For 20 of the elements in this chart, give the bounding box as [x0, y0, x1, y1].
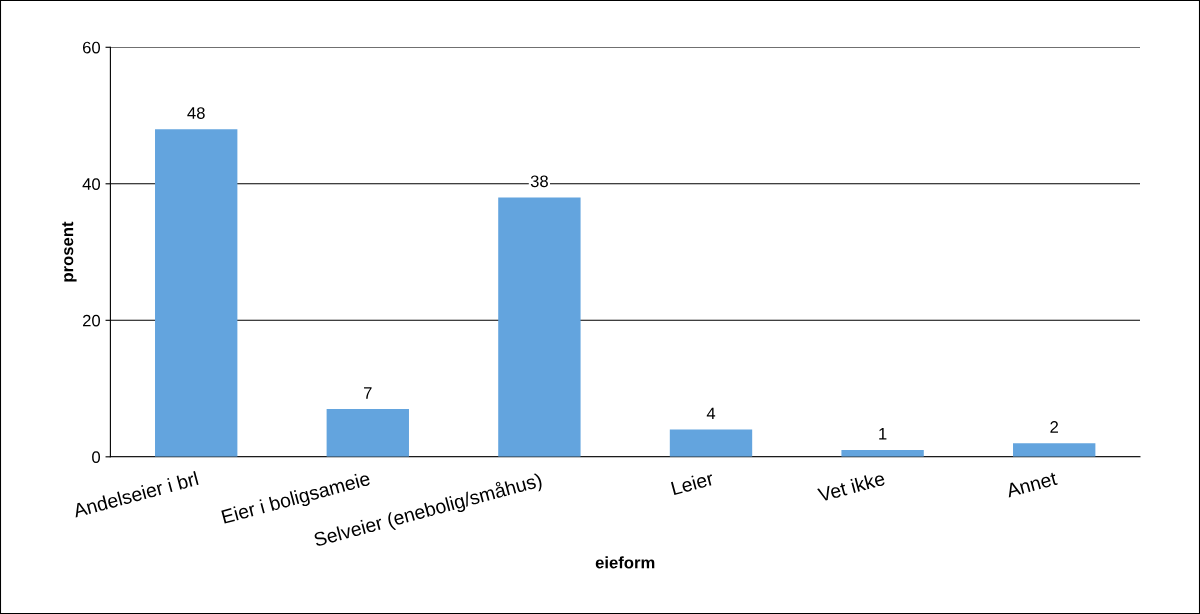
- y-tick-label: 0: [92, 451, 101, 464]
- bar: [1013, 443, 1096, 457]
- data-label: 4: [706, 407, 716, 420]
- data-label: 7: [364, 387, 372, 399]
- y-tick-label: 20: [82, 314, 101, 327]
- y-axis-title: prosent: [62, 221, 77, 282]
- y-tick-label: 40: [82, 178, 101, 190]
- bar: [155, 129, 238, 457]
- y-tick-label: 60: [82, 41, 101, 54]
- x-tick-label: Annet: [1005, 471, 1058, 498]
- data-label: 2: [1050, 421, 1058, 433]
- bar: [326, 409, 409, 457]
- bar: [498, 197, 581, 457]
- data-label: 48: [187, 107, 205, 119]
- data-label: 1: [879, 428, 887, 440]
- data-label: 38: [530, 175, 548, 188]
- x-tick-label: Vet ikke: [816, 470, 886, 503]
- x-axis-title: eieform: [595, 556, 655, 569]
- bar: [669, 429, 753, 457]
- x-tick-label: Leier: [670, 470, 715, 496]
